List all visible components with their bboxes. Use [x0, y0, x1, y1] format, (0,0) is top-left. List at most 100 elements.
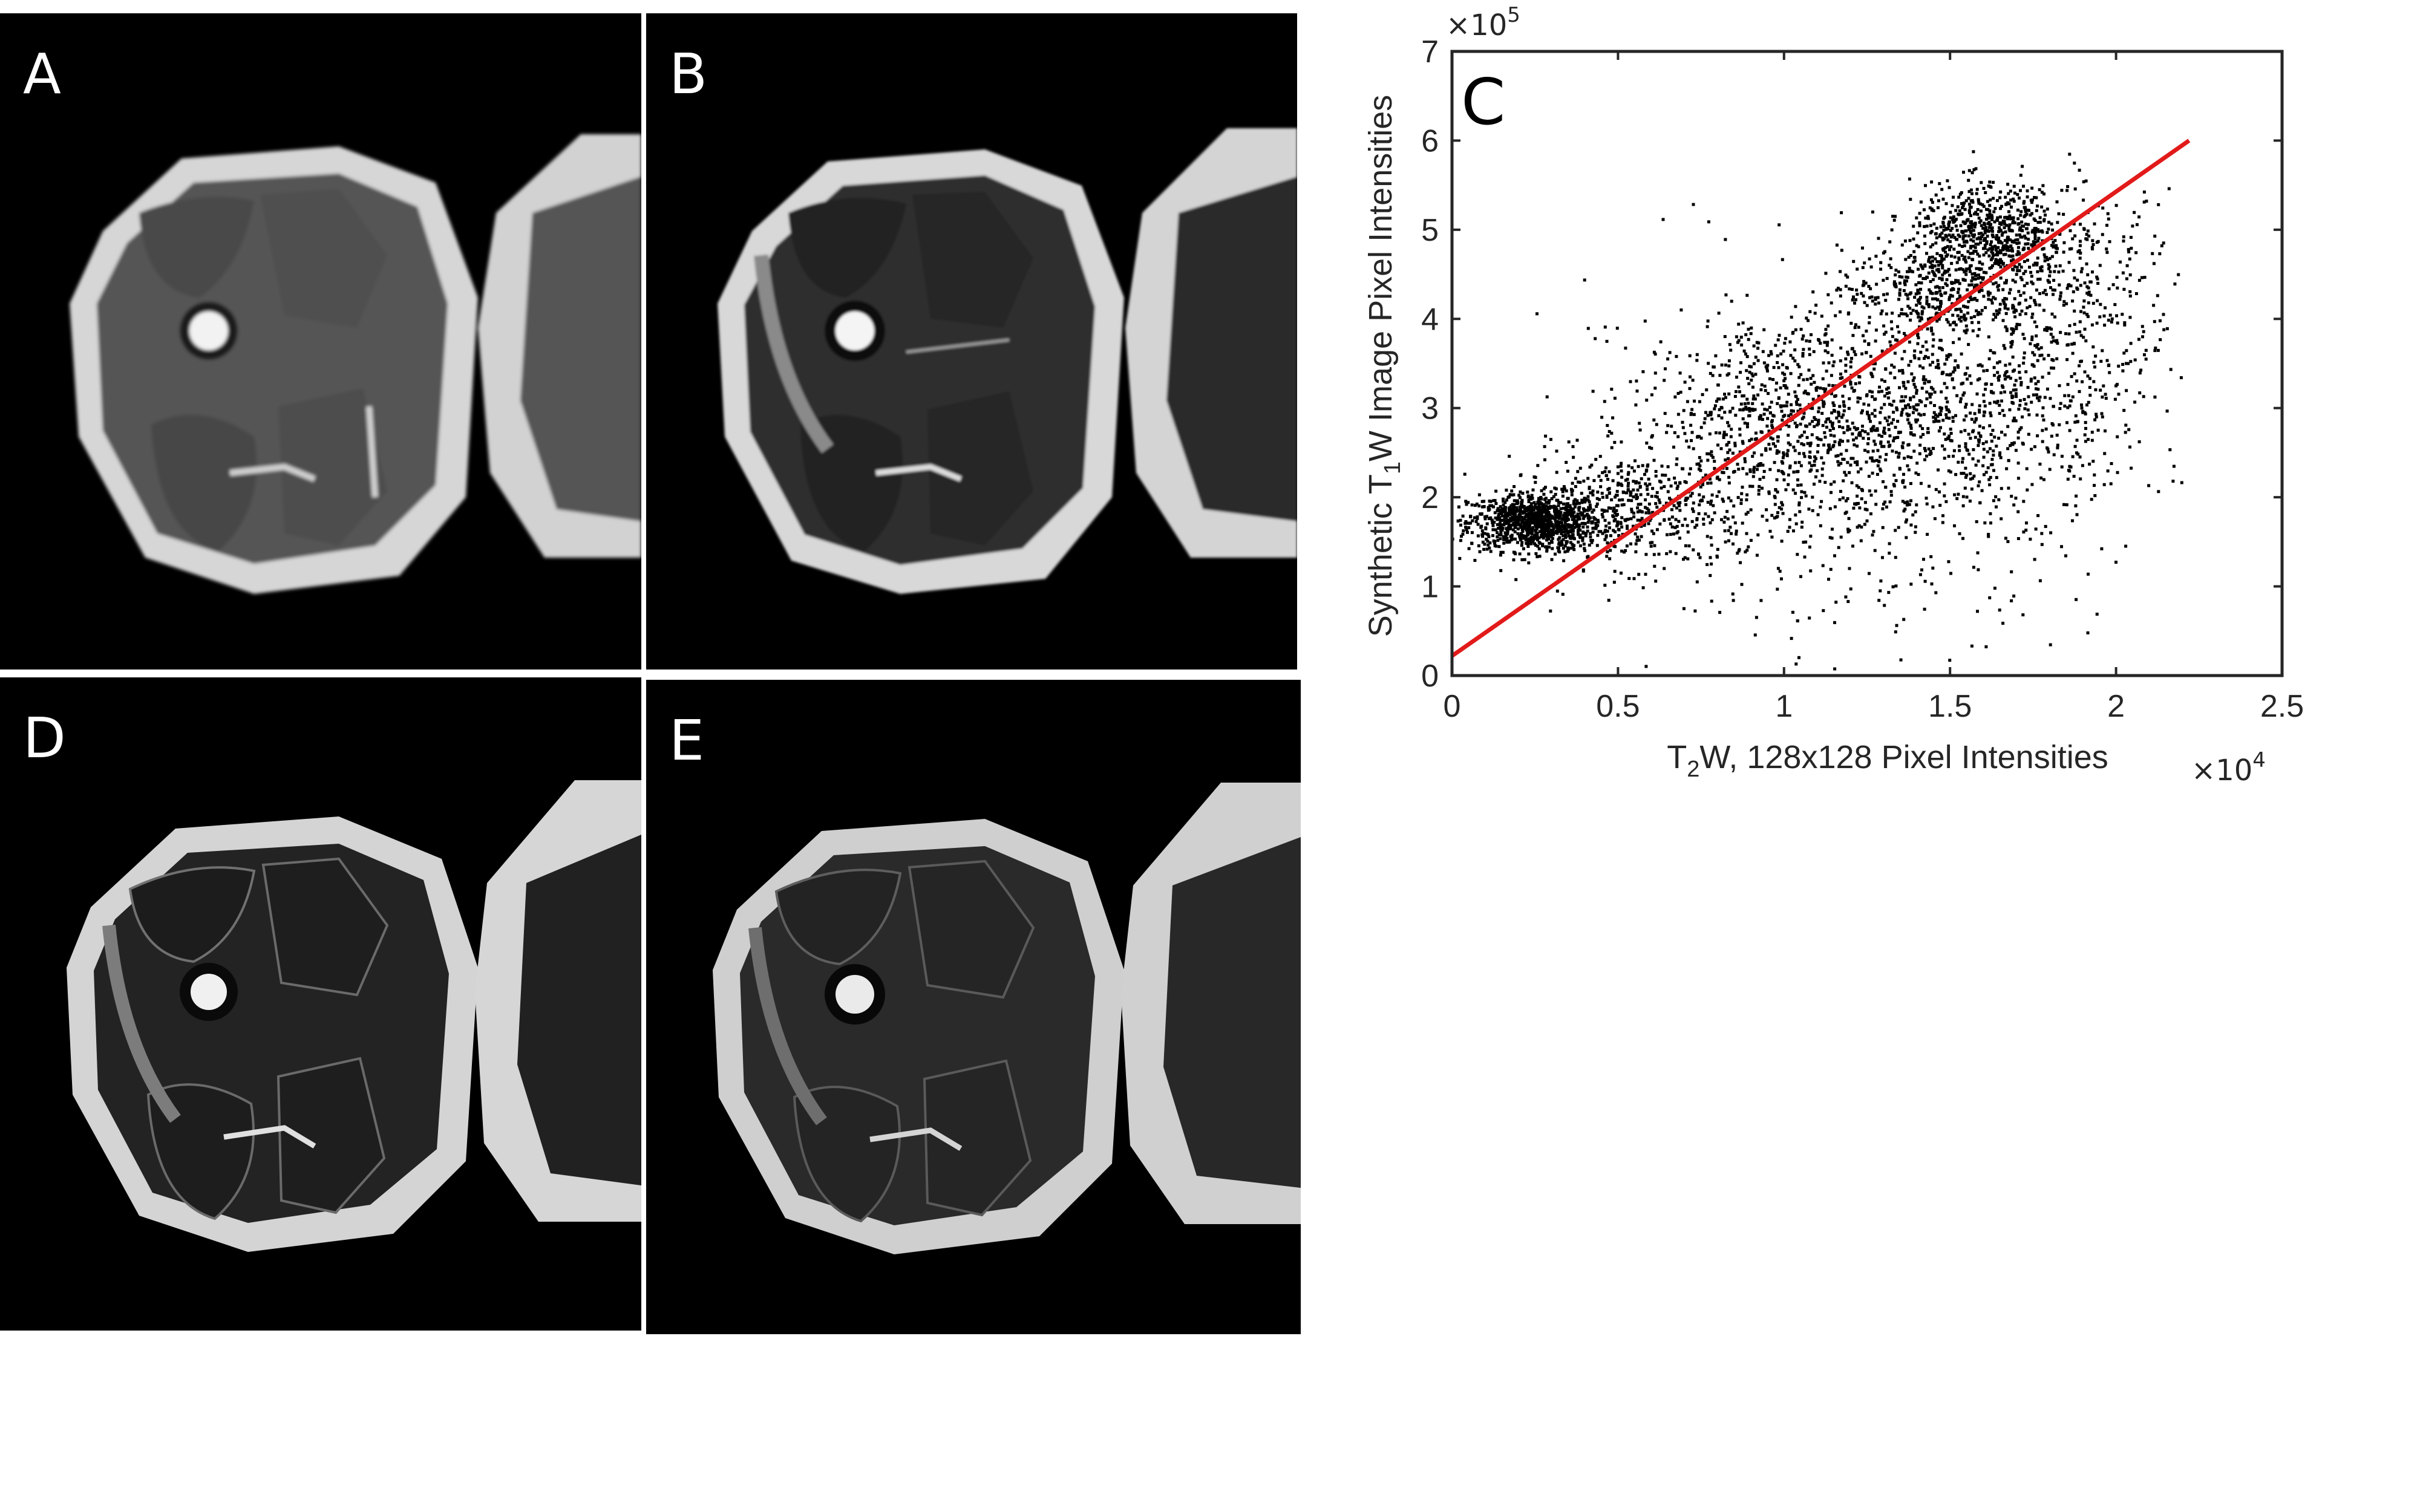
- scatter-point: [2053, 315, 2056, 319]
- scatter-point: [1636, 510, 1640, 513]
- scatter-point: [1899, 399, 1903, 403]
- scatter-point: [1999, 456, 2003, 460]
- scatter-point: [2052, 367, 2055, 370]
- scatter-point: [2060, 465, 2064, 469]
- scatter-point: [1840, 415, 1843, 419]
- scatter-point: [1693, 526, 1697, 529]
- scatter-point: [1981, 262, 1984, 266]
- scatter-point: [1678, 371, 1682, 375]
- scatter-point: [1981, 233, 1985, 236]
- scatter-point: [1934, 591, 1938, 595]
- scatter-point: [1470, 531, 1474, 535]
- scatter-point: [1808, 444, 1812, 448]
- scatter-point: [1832, 427, 1835, 431]
- scatter-point: [1892, 411, 1895, 414]
- scatter-point: [2014, 238, 2018, 242]
- scatter-point: [1688, 354, 1692, 357]
- scatter-point: [1559, 507, 1563, 510]
- scatter-point: [1971, 200, 1975, 204]
- scatter-point: [1902, 479, 1905, 483]
- scatter-point: [1946, 238, 1950, 242]
- scatter-point: [1986, 466, 1990, 469]
- scatter-point: [1852, 259, 1856, 263]
- scatter-point: [1891, 585, 1895, 588]
- scatter-point: [1916, 288, 1920, 292]
- scatter-point: [1625, 544, 1629, 548]
- scatter-point: [1928, 363, 1932, 367]
- scatter-point: [1825, 370, 1828, 373]
- scatter-point: [1737, 322, 1741, 326]
- scatter-point: [1508, 507, 1511, 510]
- scatter-point: [2073, 234, 2077, 238]
- scatter-point: [1570, 530, 1574, 533]
- scatter-point: [2024, 312, 2027, 316]
- scatter-point: [1876, 427, 1879, 431]
- scatter-point: [1675, 506, 1678, 510]
- scatter-point: [1903, 507, 1907, 511]
- scatter-point: [1990, 246, 1993, 250]
- scatter-point: [1859, 397, 1862, 400]
- scatter-point: [1814, 386, 1818, 390]
- scatter-point: [2079, 360, 2082, 363]
- scatter-point: [1640, 535, 1643, 538]
- scatter-point: [1844, 363, 1848, 367]
- scatter-point: [2080, 403, 2083, 407]
- scatter-point: [1809, 406, 1813, 409]
- scatter-point: [1964, 442, 1967, 446]
- scatter-point: [1888, 340, 1892, 344]
- scatter-point: [1972, 249, 1976, 253]
- scatter-point: [1846, 425, 1849, 428]
- scatter-point: [1867, 414, 1871, 417]
- scatter-point: [1459, 539, 1462, 543]
- scatter-point: [1523, 521, 1527, 524]
- scatter-point: [1588, 500, 1591, 504]
- scatter-point: [1548, 546, 1551, 549]
- scatter-point: [1774, 488, 1777, 491]
- scatter-point: [1986, 200, 1989, 203]
- scatter-point: [1921, 366, 1925, 370]
- scatter-point: [1548, 513, 1552, 516]
- scatter-point: [1684, 544, 1687, 547]
- scatter-point: [1909, 425, 1912, 428]
- scatter-point: [1785, 404, 1788, 408]
- scatter-point: [1459, 523, 1462, 527]
- scatter-point: [1521, 530, 1525, 533]
- scatter-point: [1638, 428, 1642, 432]
- scatter-point: [1943, 382, 1946, 385]
- scatter-point: [2113, 303, 2117, 307]
- scatter-point: [1890, 403, 1894, 407]
- scatter-point: [1902, 472, 1905, 476]
- scatter-point: [1467, 547, 1471, 550]
- scatter-point: [1823, 341, 1826, 344]
- scatter-point: [1929, 386, 1933, 389]
- scatter-point: [1516, 518, 1519, 521]
- scatter-point: [2006, 217, 2010, 221]
- scatter-point: [1846, 353, 1850, 356]
- scatter-point: [1811, 509, 1814, 512]
- scatter-point: [1983, 521, 1987, 525]
- scatter-point: [2104, 397, 2108, 400]
- scatter-point: [1770, 400, 1773, 404]
- scatter-point: [1909, 360, 1912, 363]
- scatter-point: [1988, 447, 1992, 451]
- scatter-point: [1979, 209, 1983, 213]
- scatter-point: [1668, 351, 1672, 354]
- scatter-point: [1572, 548, 1576, 552]
- scatter-point: [1560, 530, 1564, 533]
- scatter-point: [1529, 513, 1532, 517]
- scatter-point: [1689, 375, 1692, 379]
- scatter-point: [1999, 240, 2003, 244]
- scatter-point: [1822, 387, 1825, 391]
- scatter-point: [2127, 250, 2131, 253]
- scatter-point: [1947, 434, 1951, 438]
- scatter-point: [1990, 250, 1993, 253]
- scatter-point: [1517, 520, 1520, 524]
- scatter-point: [2081, 380, 2084, 383]
- scatter-point: [1972, 212, 1976, 216]
- scatter-point: [1549, 438, 1552, 442]
- scatter-point: [1914, 292, 1918, 296]
- scatter-point: [1629, 517, 1633, 521]
- scatter-point: [2024, 210, 2027, 213]
- scatter-point: [1958, 282, 1961, 285]
- scatter-point: [1787, 393, 1790, 396]
